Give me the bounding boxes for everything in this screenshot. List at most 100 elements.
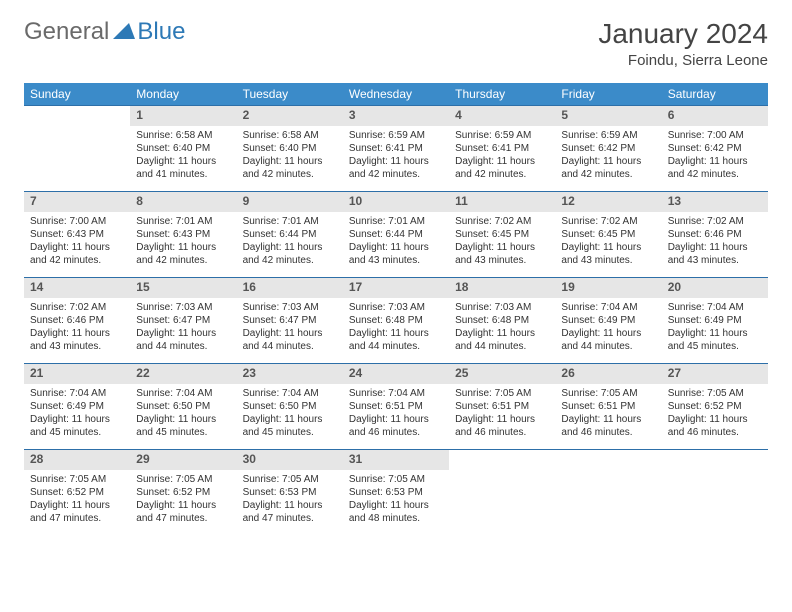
daylight-text: and 44 minutes. [349, 340, 443, 353]
sunrise-text: Sunrise: 7:04 AM [668, 301, 762, 314]
day-content-cell: Sunrise: 7:02 AMSunset: 6:46 PMDaylight:… [662, 212, 768, 278]
weekday-header: Tuesday [237, 83, 343, 106]
daynum-row: 14151617181920 [24, 278, 768, 298]
weekday-header: Saturday [662, 83, 768, 106]
day-number-cell: 29 [130, 450, 236, 470]
sunset-text: Sunset: 6:41 PM [349, 142, 443, 155]
daylight-text: and 44 minutes. [243, 340, 337, 353]
day-content-cell: Sunrise: 7:02 AMSunset: 6:45 PMDaylight:… [555, 212, 661, 278]
daylight-text: Daylight: 11 hours [30, 241, 124, 254]
day-number: 1 [136, 108, 143, 122]
day-number-cell: 25 [449, 364, 555, 384]
day-content-cell: Sunrise: 7:01 AMSunset: 6:44 PMDaylight:… [237, 212, 343, 278]
daylight-text: Daylight: 11 hours [243, 327, 337, 340]
day-content-cell: Sunrise: 6:59 AMSunset: 6:41 PMDaylight:… [449, 126, 555, 192]
daylight-text: and 41 minutes. [136, 168, 230, 181]
weekday-header: Thursday [449, 83, 555, 106]
day-content-cell: Sunrise: 7:05 AMSunset: 6:52 PMDaylight:… [662, 384, 768, 450]
sunset-text: Sunset: 6:44 PM [349, 228, 443, 241]
daylight-text: Daylight: 11 hours [136, 413, 230, 426]
day-content-cell: Sunrise: 7:03 AMSunset: 6:47 PMDaylight:… [130, 298, 236, 364]
sunrise-text: Sunrise: 7:05 AM [136, 473, 230, 486]
day-number-cell [24, 106, 130, 126]
day-content-cell: Sunrise: 7:05 AMSunset: 6:51 PMDaylight:… [555, 384, 661, 450]
logo-triangle-icon [113, 23, 135, 44]
sunset-text: Sunset: 6:40 PM [136, 142, 230, 155]
daylight-text: and 43 minutes. [30, 340, 124, 353]
sunrise-text: Sunrise: 7:04 AM [136, 387, 230, 400]
sunset-text: Sunset: 6:48 PM [455, 314, 549, 327]
day-content-cell: Sunrise: 7:05 AMSunset: 6:51 PMDaylight:… [449, 384, 555, 450]
daylight-text: and 45 minutes. [30, 426, 124, 439]
day-number: 16 [243, 280, 256, 294]
day-number: 7 [30, 194, 37, 208]
day-content-cell: Sunrise: 7:01 AMSunset: 6:44 PMDaylight:… [343, 212, 449, 278]
sunrise-text: Sunrise: 7:04 AM [561, 301, 655, 314]
daylight-text: and 46 minutes. [455, 426, 549, 439]
day-number: 9 [243, 194, 250, 208]
day-content-cell: Sunrise: 7:04 AMSunset: 6:50 PMDaylight:… [237, 384, 343, 450]
day-content-cell: Sunrise: 7:03 AMSunset: 6:47 PMDaylight:… [237, 298, 343, 364]
sunrise-text: Sunrise: 6:58 AM [136, 129, 230, 142]
day-number: 26 [561, 366, 574, 380]
day-content-cell: Sunrise: 7:05 AMSunset: 6:52 PMDaylight:… [24, 470, 130, 536]
day-number: 28 [30, 452, 43, 466]
day-number: 18 [455, 280, 468, 294]
sunset-text: Sunset: 6:45 PM [455, 228, 549, 241]
day-number: 5 [561, 108, 568, 122]
sunrise-text: Sunrise: 7:03 AM [243, 301, 337, 314]
day-number-cell: 26 [555, 364, 661, 384]
daylight-text: and 42 minutes. [243, 168, 337, 181]
day-number-cell: 8 [130, 192, 236, 212]
daylight-text: and 48 minutes. [349, 512, 443, 525]
day-number: 24 [349, 366, 362, 380]
sunset-text: Sunset: 6:52 PM [136, 486, 230, 499]
sunrise-text: Sunrise: 7:05 AM [243, 473, 337, 486]
sunrise-text: Sunrise: 7:02 AM [455, 215, 549, 228]
day-number: 27 [668, 366, 681, 380]
weekday-header: Wednesday [343, 83, 449, 106]
weekday-header: Friday [555, 83, 661, 106]
day-number-cell: 21 [24, 364, 130, 384]
daylight-text: Daylight: 11 hours [30, 327, 124, 340]
daylight-text: Daylight: 11 hours [455, 155, 549, 168]
daylight-text: and 42 minutes. [30, 254, 124, 267]
day-number-cell: 19 [555, 278, 661, 298]
daylight-text: Daylight: 11 hours [136, 241, 230, 254]
sunrise-text: Sunrise: 7:05 AM [455, 387, 549, 400]
sunrise-text: Sunrise: 7:02 AM [30, 301, 124, 314]
daylight-text: and 46 minutes. [349, 426, 443, 439]
sunrise-text: Sunrise: 7:00 AM [30, 215, 124, 228]
sunrise-text: Sunrise: 7:04 AM [30, 387, 124, 400]
sunset-text: Sunset: 6:51 PM [561, 400, 655, 413]
sunset-text: Sunset: 6:43 PM [136, 228, 230, 241]
day-number: 6 [668, 108, 675, 122]
sunset-text: Sunset: 6:48 PM [349, 314, 443, 327]
day-content-cell: Sunrise: 7:00 AMSunset: 6:42 PMDaylight:… [662, 126, 768, 192]
daylight-text: Daylight: 11 hours [455, 241, 549, 254]
content-row: Sunrise: 7:04 AMSunset: 6:49 PMDaylight:… [24, 384, 768, 450]
header: General Blue January 2024 Foindu, Sierra… [24, 18, 768, 69]
day-number-cell: 18 [449, 278, 555, 298]
sunset-text: Sunset: 6:51 PM [455, 400, 549, 413]
sunrise-text: Sunrise: 7:03 AM [136, 301, 230, 314]
day-content-cell: Sunrise: 7:02 AMSunset: 6:45 PMDaylight:… [449, 212, 555, 278]
sunset-text: Sunset: 6:52 PM [30, 486, 124, 499]
sunset-text: Sunset: 6:47 PM [243, 314, 337, 327]
daylight-text: and 47 minutes. [243, 512, 337, 525]
day-number: 19 [561, 280, 574, 294]
day-number-cell: 9 [237, 192, 343, 212]
day-content-cell: Sunrise: 6:59 AMSunset: 6:41 PMDaylight:… [343, 126, 449, 192]
content-row: Sunrise: 7:02 AMSunset: 6:46 PMDaylight:… [24, 298, 768, 364]
sunrise-text: Sunrise: 7:03 AM [455, 301, 549, 314]
day-number-cell: 11 [449, 192, 555, 212]
day-content-cell [555, 470, 661, 536]
day-number-cell [555, 450, 661, 470]
day-number: 15 [136, 280, 149, 294]
day-number: 14 [30, 280, 43, 294]
daylight-text: and 43 minutes. [668, 254, 762, 267]
sunset-text: Sunset: 6:49 PM [30, 400, 124, 413]
content-row: Sunrise: 7:00 AMSunset: 6:43 PMDaylight:… [24, 212, 768, 278]
sunset-text: Sunset: 6:44 PM [243, 228, 337, 241]
daylight-text: and 45 minutes. [668, 340, 762, 353]
